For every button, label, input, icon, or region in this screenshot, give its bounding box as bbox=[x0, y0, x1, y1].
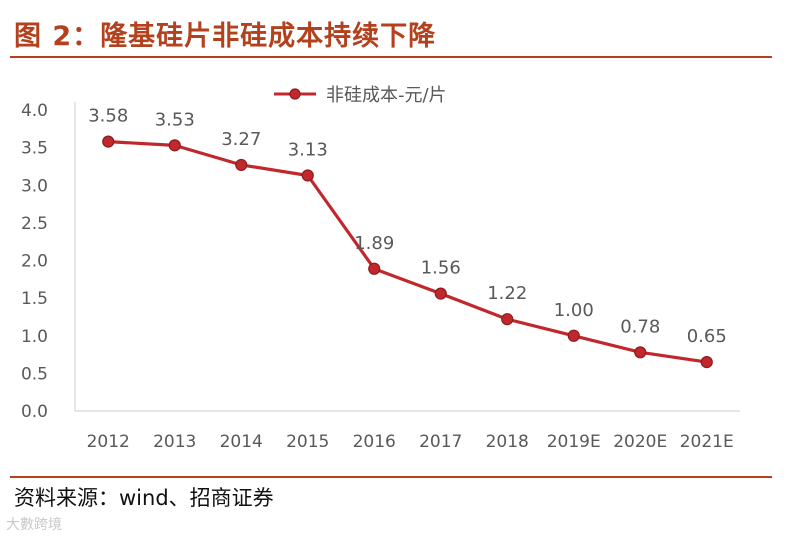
y-tick-label: 3.5 bbox=[21, 139, 48, 159]
data-label: 1.00 bbox=[554, 300, 594, 321]
y-tick-label: 2.5 bbox=[21, 214, 48, 234]
chart-legend: 非硅成本-元/片 bbox=[274, 85, 447, 106]
y-tick-label: 0.5 bbox=[21, 364, 48, 384]
data-label: 1.56 bbox=[421, 258, 461, 279]
legend-label: 非硅成本-元/片 bbox=[326, 85, 447, 106]
data-label: 3.13 bbox=[288, 139, 328, 160]
data-point bbox=[368, 262, 381, 275]
watermark: 大數跨境 bbox=[6, 517, 62, 533]
data-label: 3.53 bbox=[155, 109, 195, 130]
series-line bbox=[108, 140, 708, 364]
data-point bbox=[102, 135, 115, 148]
data-point bbox=[301, 169, 314, 182]
y-tick-label: 3.0 bbox=[21, 176, 48, 196]
data-label: 1.22 bbox=[487, 283, 527, 304]
line-chart: 非硅成本-元/片 0.0 0.5 1.0 1.5 2.0 2.5 3.0 3.5 4.0 2012… bbox=[21, 85, 740, 452]
data-label: 0.65 bbox=[687, 326, 727, 347]
y-tick-label: 4.0 bbox=[21, 101, 48, 121]
source-note: 资料来源：wind、招商证券 bbox=[14, 486, 274, 510]
data-label: 1.89 bbox=[354, 233, 394, 254]
title-rule bbox=[10, 56, 772, 58]
legend-point-marker bbox=[289, 88, 301, 100]
x-tick-label: 2014 bbox=[220, 432, 263, 452]
x-tick-label: 2021E bbox=[680, 432, 734, 452]
x-tick-label: 2016 bbox=[353, 432, 396, 452]
data-point bbox=[501, 313, 514, 326]
x-tick-label: 2015 bbox=[286, 432, 329, 452]
source-rule bbox=[10, 476, 772, 478]
y-tick-label: 1.5 bbox=[21, 289, 48, 309]
y-tick-label: 2.0 bbox=[21, 252, 48, 272]
x-tick-label: 2012 bbox=[87, 432, 130, 452]
x-tick-label: 2018 bbox=[486, 432, 529, 452]
data-point bbox=[434, 287, 447, 300]
x-tick-label: 2020E bbox=[613, 432, 667, 452]
y-tick-label: 0.0 bbox=[21, 402, 48, 422]
data-point bbox=[567, 329, 580, 342]
data-label: 0.78 bbox=[620, 316, 660, 337]
data-label: 3.27 bbox=[221, 129, 261, 150]
x-tick-label: 2013 bbox=[153, 432, 196, 452]
data-point bbox=[634, 346, 647, 359]
data-label: 3.58 bbox=[88, 106, 128, 127]
data-point bbox=[700, 355, 713, 369]
figure-title: 图 2：隆基硅片非硅成本持续下降 bbox=[14, 21, 437, 52]
data-point bbox=[235, 158, 248, 172]
x-tick-label: 2017 bbox=[419, 432, 462, 452]
x-tick-label: 2019E bbox=[547, 432, 601, 452]
data-point bbox=[168, 139, 181, 152]
y-tick-label: 1.0 bbox=[21, 327, 48, 347]
